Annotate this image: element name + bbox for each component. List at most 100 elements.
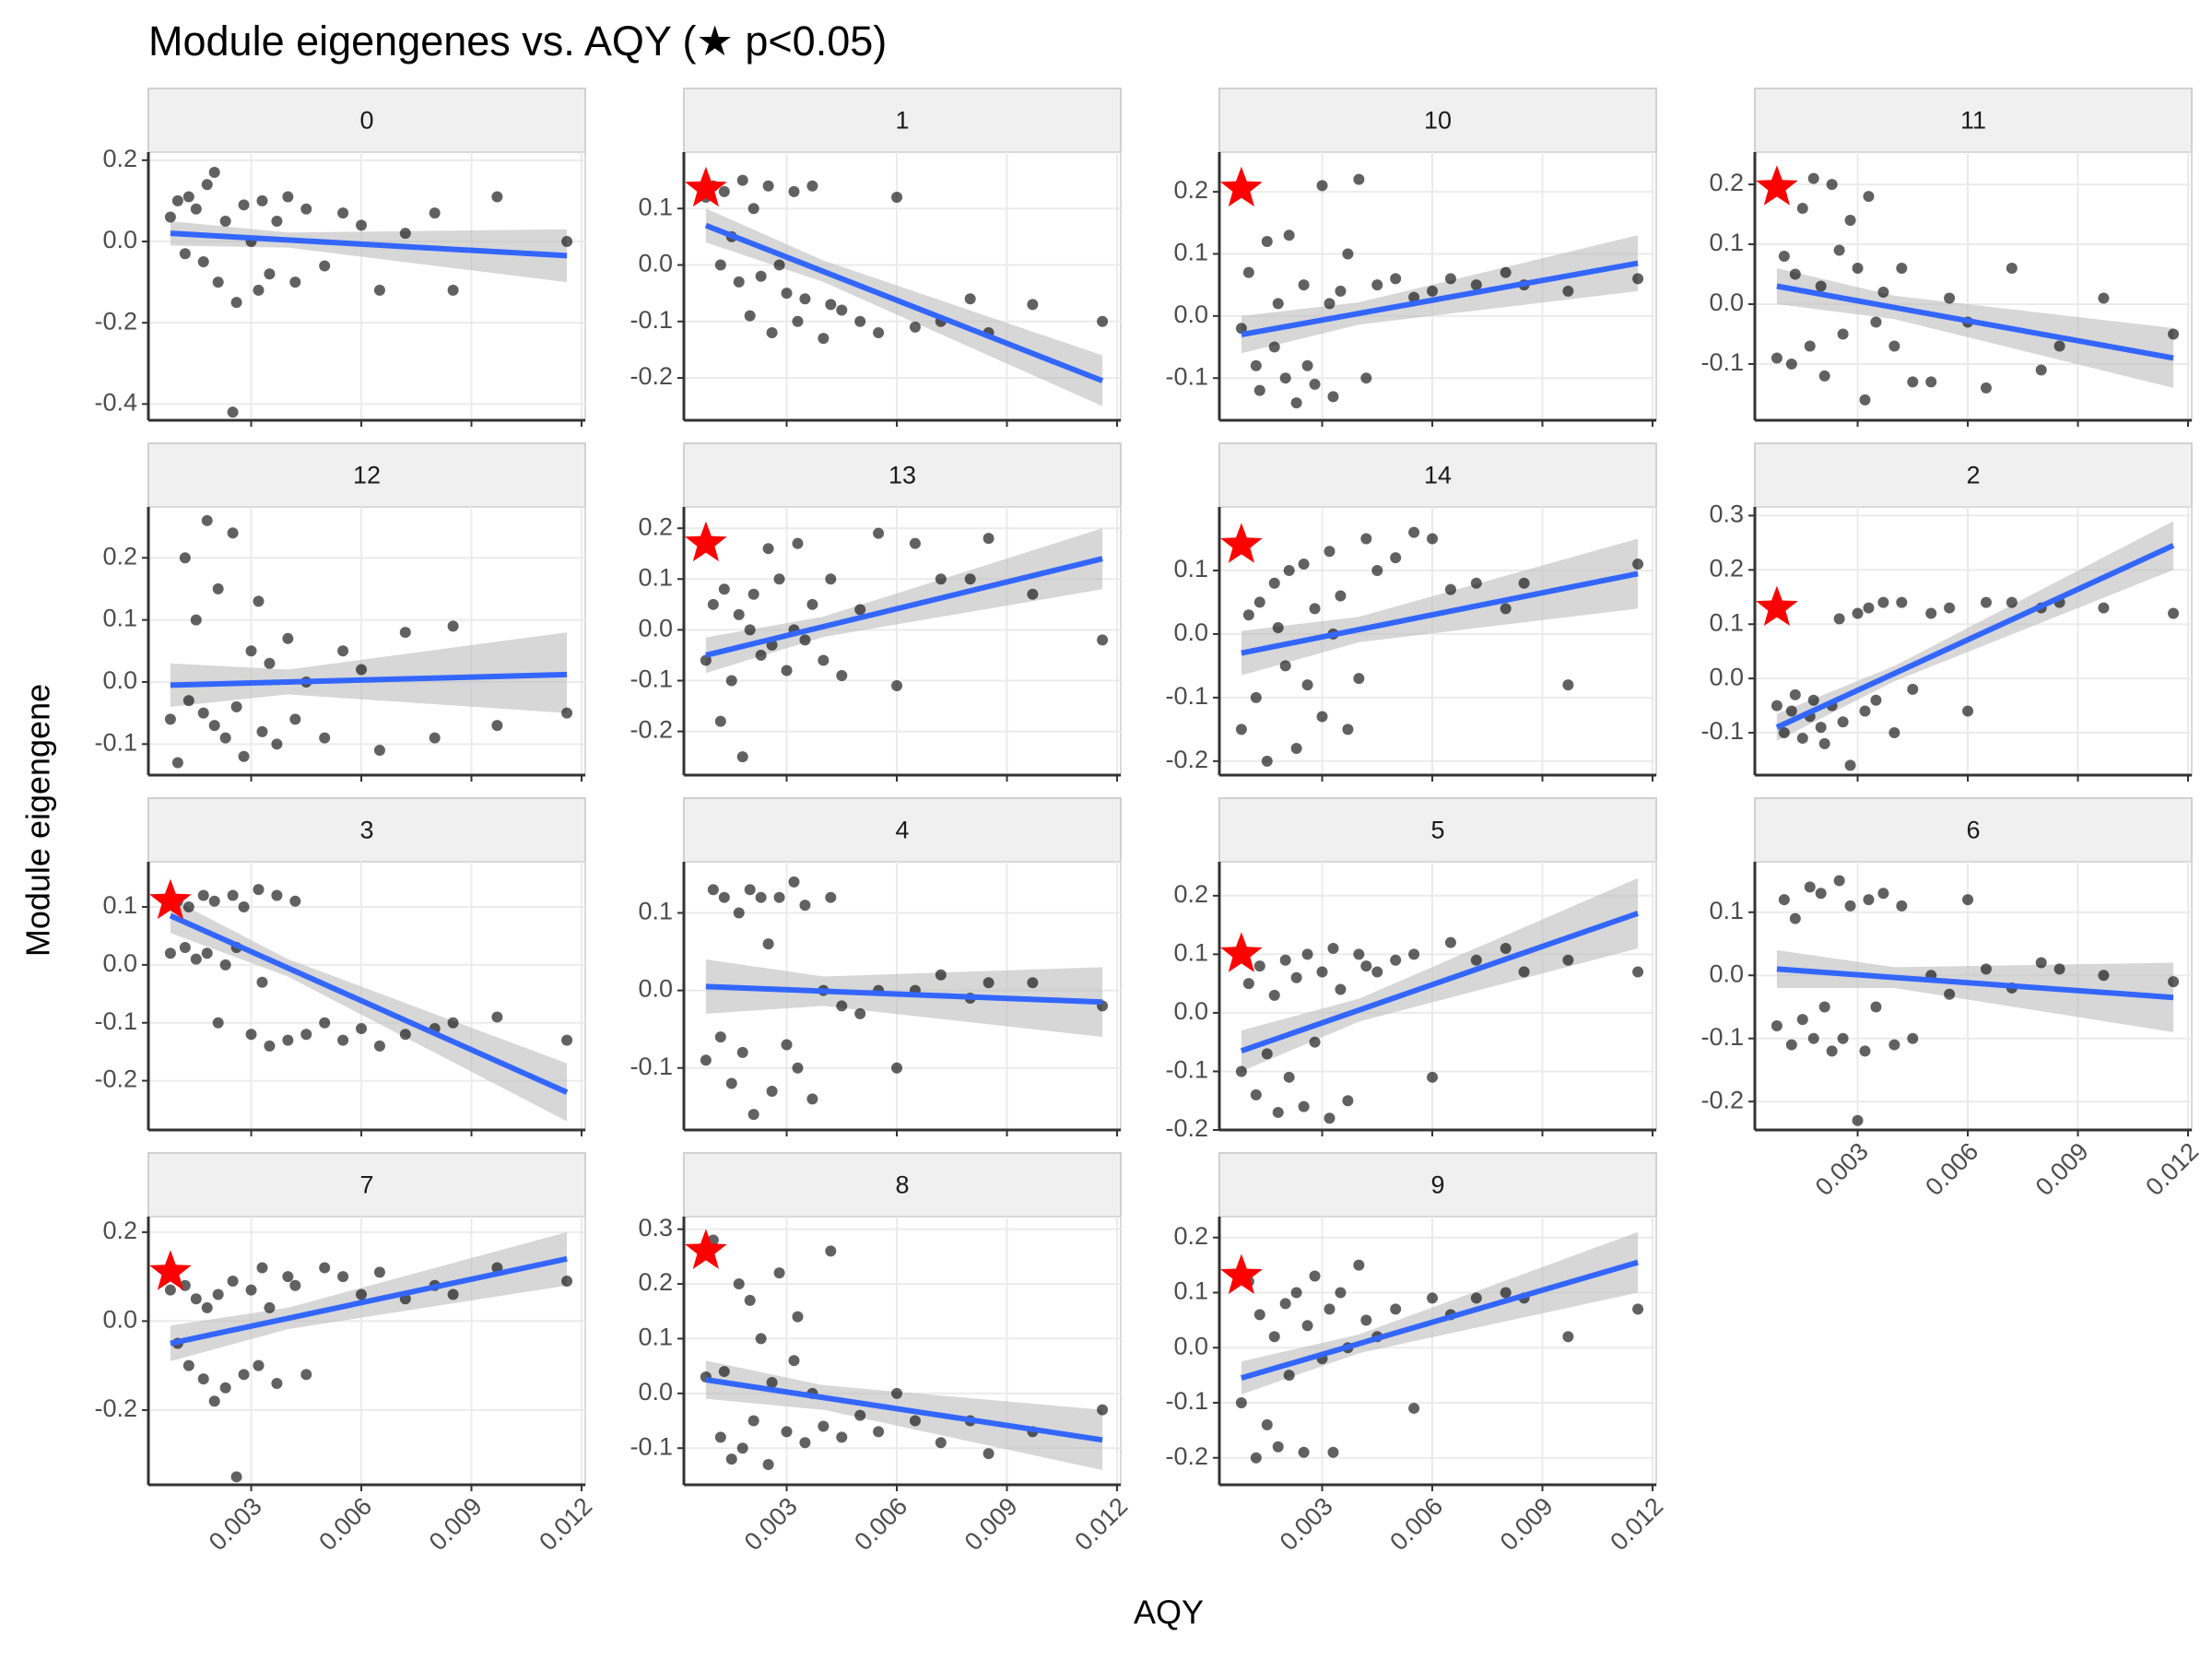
point <box>399 627 411 639</box>
point <box>289 1279 301 1291</box>
point <box>1097 315 1109 327</box>
point <box>1327 391 1339 403</box>
point <box>1785 705 1797 717</box>
fit-line <box>169 912 569 1095</box>
point <box>1408 1402 1420 1414</box>
y-tick-label: -0.2 <box>629 362 673 390</box>
panel: 6-0.2-0.10.00.10.003 0.006 0.009 0.012 <box>1700 797 2204 1201</box>
point <box>1877 286 1889 298</box>
point <box>1324 298 1335 310</box>
point <box>1290 971 1302 983</box>
point <box>1250 1088 1262 1100</box>
point <box>1253 596 1265 608</box>
point <box>356 1288 368 1300</box>
point <box>1815 280 1827 292</box>
point <box>1870 1001 1882 1013</box>
point <box>264 657 276 669</box>
point <box>245 1029 257 1041</box>
point <box>1785 358 1797 370</box>
point <box>744 624 756 636</box>
panel: 11 -0.1 0.0 0.1 0.2 <box>1700 88 2193 427</box>
point <box>792 537 804 549</box>
significance-star <box>685 166 727 207</box>
point <box>1500 1287 1512 1299</box>
point <box>1250 359 1262 371</box>
fit-line <box>1241 1259 1639 1381</box>
point <box>1298 1100 1310 1112</box>
point <box>253 284 265 296</box>
point <box>1371 279 1383 291</box>
point <box>1877 596 1889 608</box>
y-tick-label: 0.0 <box>102 949 137 977</box>
point <box>1444 273 1456 285</box>
strip-background <box>1218 88 1657 153</box>
confidence-band <box>1241 877 1639 1072</box>
fit-line <box>705 556 1103 658</box>
point <box>707 598 719 610</box>
point <box>227 527 239 539</box>
strip-label: 3 <box>359 817 373 844</box>
point <box>1324 1303 1335 1315</box>
point <box>1980 963 1992 975</box>
point <box>179 248 191 260</box>
point <box>718 1366 730 1378</box>
point <box>373 1266 385 1278</box>
point <box>1877 888 1889 900</box>
point <box>718 185 730 197</box>
point <box>264 1301 276 1313</box>
point <box>733 907 745 919</box>
point <box>799 900 811 912</box>
point <box>1833 613 1845 625</box>
point <box>271 1377 283 1389</box>
y-tick-label: -0.1 <box>629 306 673 334</box>
point <box>1268 577 1280 589</box>
point <box>806 180 818 192</box>
point <box>1371 564 1383 576</box>
point <box>300 203 312 215</box>
y-tick-label: -0.1 <box>1700 717 1744 745</box>
y-tick-label: -0.2 <box>94 1065 137 1093</box>
point <box>491 1011 503 1023</box>
point <box>337 645 349 657</box>
point <box>164 947 176 959</box>
y-tick-label: -0.2 <box>1165 746 1208 773</box>
point <box>1859 705 1871 717</box>
point <box>736 1046 748 1058</box>
y-tick-label: -0.1 <box>629 665 673 693</box>
y-tick-label: 0.1 <box>1709 229 1744 256</box>
point <box>909 1415 921 1427</box>
point <box>164 1284 176 1296</box>
point <box>733 1278 745 1290</box>
point <box>271 215 283 227</box>
point <box>1789 688 1801 700</box>
point <box>1870 694 1882 706</box>
y-tick-label: 0.1 <box>638 563 673 591</box>
point <box>873 527 885 539</box>
point <box>736 1442 748 1454</box>
point <box>1235 1396 1247 1408</box>
point <box>818 333 830 345</box>
point <box>1360 533 1372 545</box>
point <box>1261 236 1273 247</box>
point <box>356 1023 368 1035</box>
point <box>762 1459 774 1471</box>
y-tick-label: 0.0 <box>1709 288 1744 316</box>
confidence-band <box>705 1360 1103 1470</box>
y-tick-label: -0.1 <box>1700 1023 1744 1051</box>
strip-label: 1 <box>895 107 909 135</box>
strip-background <box>147 88 586 153</box>
point <box>1360 372 1372 384</box>
strip-label: 6 <box>1966 817 1980 844</box>
fit-line <box>704 222 1104 383</box>
point <box>1353 948 1365 960</box>
point <box>891 1062 903 1074</box>
fit-line <box>1241 571 1639 656</box>
point <box>725 1077 737 1089</box>
point <box>1408 526 1420 538</box>
point <box>2006 263 2018 275</box>
y-tick-label: 0.2 <box>102 542 137 570</box>
fit-line <box>705 1377 1103 1443</box>
point <box>1844 900 1856 912</box>
point <box>230 297 242 309</box>
